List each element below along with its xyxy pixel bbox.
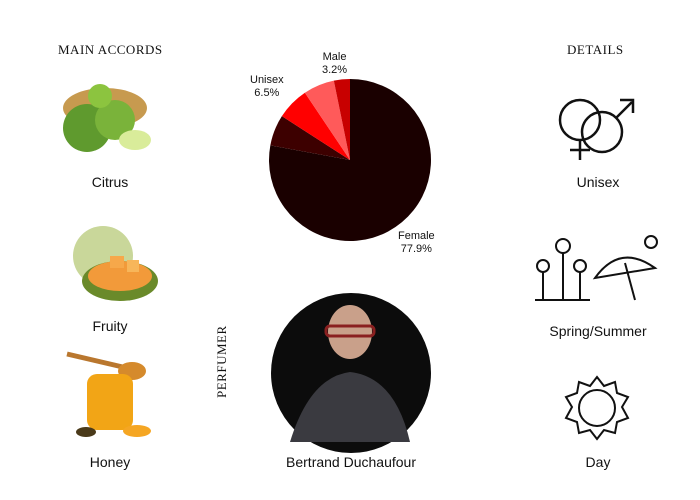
main-accords-title: MAIN ACCORDS: [58, 42, 163, 57]
melon-image: [73, 226, 158, 301]
bergamot-image: [63, 84, 151, 152]
details-title: DETAILS: [567, 42, 624, 57]
perfumer-title: PERFUMER: [214, 325, 229, 398]
accord-label: Fruity: [92, 318, 128, 334]
pie-slice-unisex: [281, 92, 350, 160]
pie-slice: [270, 116, 350, 160]
perfumer-name: Bertrand Duchaufour: [286, 454, 416, 470]
pie-slice: [304, 80, 350, 160]
detail-label: Day: [585, 454, 611, 470]
season-icon: [535, 235, 658, 301]
detail-label: Unisex: [576, 174, 620, 190]
honey-image: [66, 351, 151, 437]
accord-label: Honey: [89, 454, 131, 470]
gender-pie-chart: [269, 79, 431, 241]
pie-label-unisex: Unisex 6.5%: [250, 74, 284, 99]
sun-icon: [564, 375, 630, 441]
accord-label: Citrus: [91, 174, 129, 190]
perfumer-photo: [271, 293, 431, 453]
detail-label: Spring/Summer: [549, 323, 647, 339]
pie-label-male: Male 3.2%: [322, 51, 348, 76]
gender-icon: [558, 98, 635, 160]
pie-label-female: Female 77.9%: [398, 230, 435, 255]
pie-slice-male: [333, 79, 350, 160]
